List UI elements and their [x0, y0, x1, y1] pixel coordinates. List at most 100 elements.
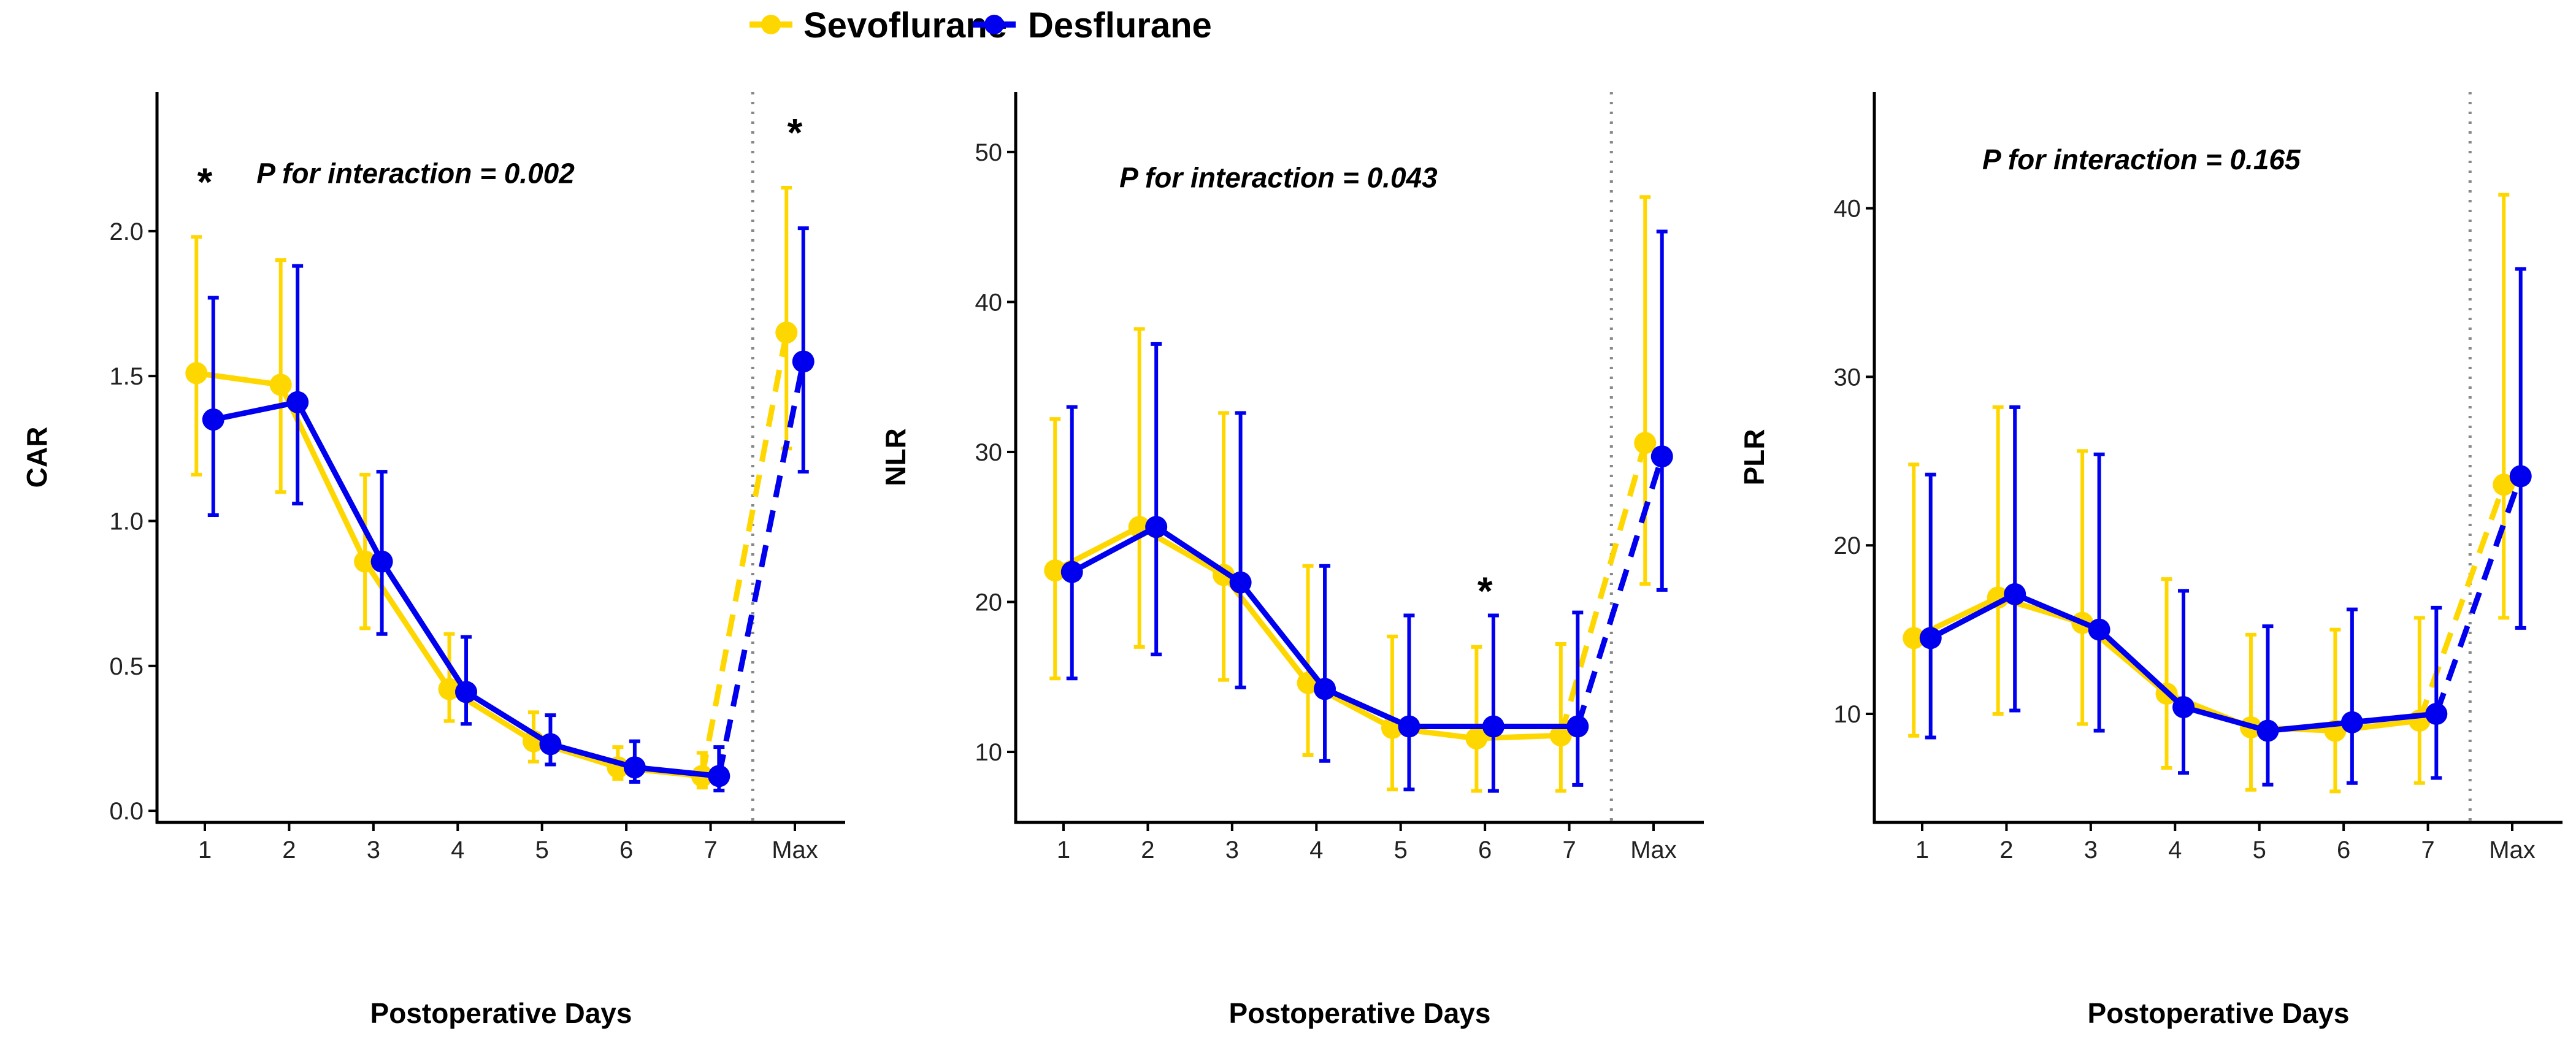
- y-axis-title: PLR: [1738, 429, 1770, 486]
- data-point: [269, 373, 292, 396]
- data-point: [2425, 703, 2448, 726]
- legend-key-desflurane-dot: [984, 15, 1004, 34]
- x-tick-label: 5: [2253, 837, 2266, 864]
- series-desflurane: [1060, 229, 1673, 793]
- y-tick-label: 1.5: [109, 363, 144, 390]
- data-point: [1634, 432, 1657, 454]
- data-point: [708, 765, 730, 787]
- series-dashed-line: [1558, 442, 1648, 737]
- data-point: [2256, 719, 2279, 742]
- x-tick-label: 7: [1562, 837, 1576, 864]
- x-tick-label: 4: [1309, 837, 1323, 864]
- y-tick-label: 20: [1834, 532, 1861, 559]
- x-tick-label: 2: [1999, 837, 2013, 864]
- x-tick-label: 6: [2337, 837, 2350, 864]
- x-tick-label: 4: [2168, 837, 2182, 864]
- data-point: [1919, 627, 1942, 649]
- x-tick-label: 1: [198, 837, 212, 864]
- series-dashed-line: [1575, 455, 1665, 727]
- significance-star: *: [788, 110, 803, 155]
- data-point: [775, 321, 798, 344]
- y-tick-label: 20: [975, 589, 1003, 616]
- x-tick-label: Max: [1630, 837, 1677, 864]
- series-sevoflurane: [1903, 193, 2515, 794]
- legend-label-desflurane: Desflurane: [1028, 6, 1212, 45]
- x-tick-label: 5: [535, 837, 549, 864]
- data-point: [438, 678, 461, 700]
- significance-star: *: [197, 159, 213, 204]
- x-axis-title: Postoperative Days: [1229, 997, 1491, 1029]
- x-tick-label: 3: [1225, 837, 1239, 864]
- series-desflurane: [202, 226, 815, 793]
- panel-plr: 10 20 30 40 1 2 3 4 5 6 7 Max Postoperative Days PLR P…: [1738, 92, 2563, 1029]
- x-tick-label: 1: [1915, 837, 1929, 864]
- significance-star: *: [1478, 569, 1493, 613]
- data-point: [623, 756, 646, 779]
- series-dashed-line: [716, 361, 807, 777]
- y-tick-label: 0.5: [109, 653, 144, 680]
- data-point: [2088, 618, 2110, 641]
- series-sevoflurane: [185, 185, 798, 790]
- series-dashed-line: [699, 332, 789, 777]
- series-desflurane: [1919, 267, 2532, 787]
- data-point: [1566, 715, 1589, 738]
- legend: Sevoflurane Desflurane: [749, 6, 1212, 45]
- data-point: [1398, 715, 1420, 738]
- x-tick-label: Max: [2489, 837, 2536, 864]
- data-point: [286, 391, 309, 413]
- x-tick-label: Max: [772, 837, 818, 864]
- data-point: [202, 408, 224, 431]
- x-tick-label: 2: [282, 837, 296, 864]
- series-dashed-line: [2417, 483, 2507, 722]
- x-axis-title: Postoperative Days: [2088, 997, 2350, 1029]
- data-point: [354, 550, 377, 573]
- panel-car: 0.0 0.5 1.0 1.5 2.0 1 2 3 4 5 6 7 Max Postoperative D…: [21, 92, 845, 1029]
- y-tick-label: 2.0: [109, 218, 144, 245]
- data-point: [1549, 724, 1572, 747]
- data-point: [2493, 473, 2515, 496]
- legend-key-sevoflurane-dot: [761, 15, 781, 34]
- p-interaction-label: P for interaction = 0.165: [1982, 144, 2301, 175]
- x-axis-title: Postoperative Days: [370, 997, 632, 1029]
- data-point: [1482, 715, 1505, 738]
- data-point: [1903, 627, 1925, 649]
- x-tick-label: 7: [703, 837, 717, 864]
- y-tick-label: 10: [1834, 701, 1861, 728]
- y-tick-label: 30: [1834, 364, 1861, 391]
- y-tick-label: 40: [1834, 196, 1861, 223]
- data-point: [1145, 516, 1168, 538]
- x-tick-label: 1: [1057, 837, 1070, 864]
- data-point: [1044, 559, 1067, 582]
- x-tick-label: 5: [1394, 837, 1408, 864]
- data-point: [1229, 571, 1252, 594]
- y-tick-label: 0.0: [109, 798, 144, 825]
- y-axis-title: NLR: [880, 428, 911, 486]
- data-point: [1060, 561, 1083, 583]
- y-axis-title: CAR: [21, 427, 53, 488]
- p-interaction-label: P for interaction = 0.043: [1119, 161, 1438, 193]
- p-interaction-label: P for interaction = 0.002: [256, 157, 575, 189]
- x-tick-label: 2: [1141, 837, 1154, 864]
- x-tick-label: 6: [1478, 837, 1492, 864]
- y-tick-label: 10: [975, 739, 1003, 766]
- data-point: [455, 681, 478, 703]
- x-tick-label: 3: [2084, 837, 2098, 864]
- x-tick-label: 4: [451, 837, 464, 864]
- data-point: [2004, 583, 2026, 605]
- data-point: [539, 733, 562, 756]
- series-dashed-line: [2434, 475, 2523, 715]
- data-point: [792, 350, 815, 373]
- data-point: [370, 550, 393, 573]
- x-tick-label: 3: [367, 837, 380, 864]
- data-point: [1650, 445, 1673, 468]
- data-point: [2509, 465, 2532, 488]
- x-tick-label: 7: [2421, 837, 2434, 864]
- data-point: [1314, 678, 1336, 700]
- data-point: [1465, 727, 1488, 750]
- data-point: [2172, 696, 2195, 719]
- y-tick-label: 50: [975, 139, 1003, 166]
- data-point: [2340, 711, 2363, 734]
- x-tick-label: 6: [619, 837, 633, 864]
- y-tick-label: 30: [975, 439, 1003, 466]
